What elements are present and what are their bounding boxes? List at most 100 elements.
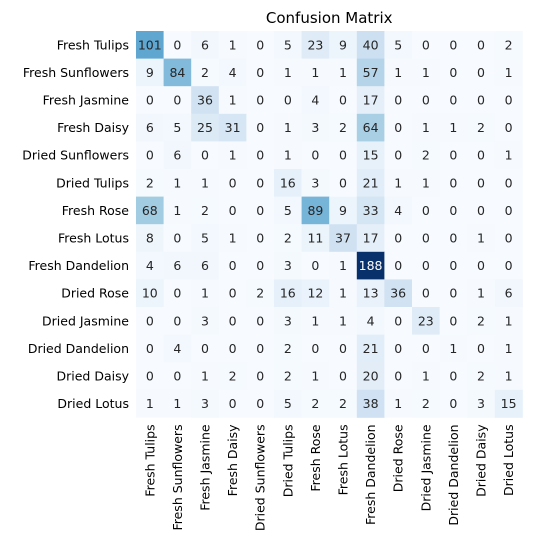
cell-value-label: 4 (367, 313, 375, 328)
cell-value-label: 15 (501, 396, 517, 411)
heatmap-cell (246, 279, 275, 308)
heatmap-cell (494, 113, 523, 142)
cell-value-label: 84 (169, 65, 185, 80)
cell-value-label: 1 (422, 369, 430, 384)
column-tick-label: Dried Jasmine (418, 424, 433, 511)
heatmap-cell (191, 251, 220, 280)
cell-value-label: 0 (449, 175, 457, 190)
heatmap-cell (274, 279, 302, 308)
cell-value-label: 1 (229, 231, 237, 246)
cell-value-label: 0 (477, 65, 485, 80)
heatmap-cell (467, 86, 496, 115)
cell-value-label: 0 (394, 341, 402, 356)
heatmap-cell (412, 251, 440, 280)
cell-value-label: 0 (229, 341, 237, 356)
cell-value-label: 1 (422, 65, 430, 80)
cell-value-label: 2 (339, 120, 347, 135)
heatmap-cell (494, 334, 523, 363)
heatmap-cell (356, 113, 385, 142)
cell-value-label: 9 (339, 203, 347, 218)
cell-value-label: 0 (422, 341, 430, 356)
heatmap-cell (356, 196, 385, 225)
cell-value-label: 0 (477, 203, 485, 218)
cell-value-label: 1 (284, 120, 292, 135)
cell-value-label: 16 (280, 175, 296, 190)
row-tick-label: Dried Lotus (57, 396, 129, 411)
cell-value-label: 37 (335, 231, 351, 246)
cell-value-label: 2 (201, 65, 209, 80)
cell-value-label: 0 (505, 231, 513, 246)
cell-value-label: 0 (201, 148, 209, 163)
cell-value-label: 57 (363, 65, 379, 80)
heatmap-cell (439, 334, 468, 363)
cell-value-label: 5 (284, 203, 292, 218)
cell-value-label: 17 (363, 231, 379, 246)
heatmap-cell (467, 307, 496, 335)
cell-value-label: 1 (229, 93, 237, 108)
cell-value-label: 0 (229, 258, 237, 273)
heatmap-cell (191, 389, 220, 418)
cell-value-label: 2 (422, 148, 430, 163)
cell-value-label: 0 (477, 258, 485, 273)
heatmap-cell (136, 389, 164, 418)
row-tick-label: Fresh Dandelion (28, 258, 129, 273)
cell-value-label: 0 (505, 175, 513, 190)
heatmap-cell (329, 31, 358, 59)
heatmap-cell (163, 86, 192, 115)
cell-value-label: 6 (201, 37, 209, 52)
cell-value-label: 0 (284, 93, 292, 108)
heatmap-cell (439, 362, 468, 391)
column-tick-labels: Fresh Tulips Fresh Sunflowers Fresh Jasmin… (142, 424, 516, 531)
heatmap-cell (218, 58, 247, 87)
cell-value-label: 0 (256, 148, 264, 163)
heatmap-cell (218, 279, 247, 308)
cell-value-label: 5 (394, 37, 402, 52)
row-tick-label: Fresh Tulips (57, 37, 129, 52)
heatmap-cell (246, 251, 275, 280)
heatmap-cell (191, 334, 220, 363)
heatmap-cell (274, 389, 302, 418)
heatmap-cell (412, 196, 440, 225)
heatmap-cell (136, 58, 164, 87)
heatmap-cell (412, 224, 440, 253)
cell-value-label: 0 (229, 286, 237, 301)
heatmap-cell (384, 389, 413, 418)
heatmap-cell (163, 307, 192, 335)
heatmap-cell (246, 141, 275, 170)
heatmap-cell (136, 279, 164, 308)
heatmap-cell (329, 251, 358, 280)
heatmap-cell (136, 141, 164, 170)
heatmap-cell (218, 196, 247, 225)
cell-value-label: 0 (256, 341, 264, 356)
heatmap-cell (356, 389, 385, 418)
cell-value-label: 1 (201, 286, 209, 301)
column-tick-label: Dried Lotus (501, 424, 516, 496)
cell-value-label: 0 (256, 37, 264, 52)
heatmap-cell (467, 113, 496, 142)
heatmap-cell (274, 251, 302, 280)
cell-value-label: 0 (449, 369, 457, 384)
heatmap-cell (439, 86, 468, 115)
heatmap-cell (439, 169, 468, 197)
row-tick-label: Dried Dandelion (28, 341, 129, 356)
heatmap-cell (467, 141, 496, 170)
heatmap-cell (439, 224, 468, 253)
heatmap-cell (467, 251, 496, 280)
cell-value-label: 6 (173, 148, 181, 163)
cell-value-label: 3 (284, 258, 292, 273)
heatmap-cell (329, 86, 358, 115)
cell-value-label: 0 (394, 120, 402, 135)
heatmap-cell (218, 169, 247, 197)
cell-value-label: 36 (390, 286, 406, 301)
heatmap-cell (274, 169, 302, 197)
heatmap-cell (136, 251, 164, 280)
heatmap-cell (191, 196, 220, 225)
cell-value-label: 0 (229, 313, 237, 328)
heatmap-cell (301, 86, 330, 115)
heatmap-cell (356, 86, 385, 115)
heatmap-cell (301, 169, 330, 197)
heatmap-cell (163, 113, 192, 142)
heatmap-cell-labels: 101 0 6 1 0 5 23 9 40 5 0 0 0 29 84 2 4 0 1 1 1 57 1 1 0 0 10 0 36 1 0… (138, 37, 517, 411)
heatmap-cell (467, 169, 496, 197)
heatmap-cell (329, 113, 358, 142)
